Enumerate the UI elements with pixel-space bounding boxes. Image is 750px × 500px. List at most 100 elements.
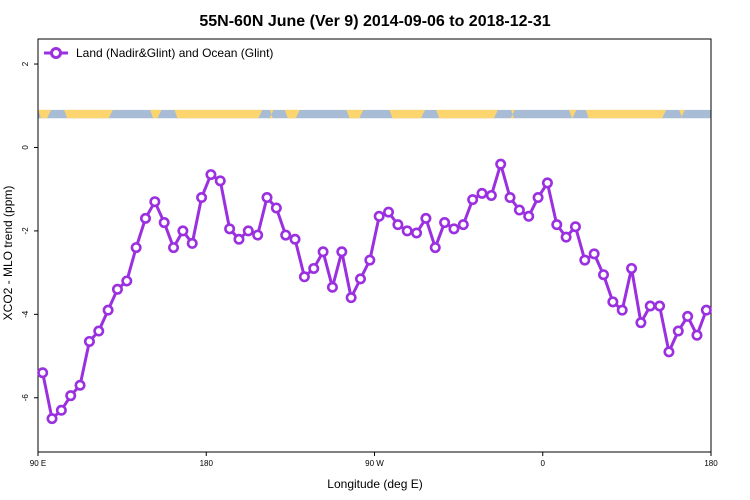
data-point [476, 187, 488, 199]
chart-title: 55N-60N June (Ver 9) 2014-09-06 to 2018-… [199, 13, 550, 30]
data-point [93, 325, 105, 337]
strip-land-6 [346, 109, 364, 119]
strip-land-12 [679, 109, 685, 119]
data-point [700, 304, 712, 316]
data-point [233, 233, 245, 245]
data-point [149, 196, 161, 208]
data-point [354, 273, 366, 285]
strip-land-4 [269, 109, 274, 119]
data-point [364, 254, 376, 266]
data-point [383, 206, 395, 218]
strip-land-5 [284, 109, 300, 119]
data-point [289, 233, 301, 245]
x-axis-label: Longitude (deg E) [327, 477, 422, 491]
data-point [495, 158, 507, 170]
y-tick-label-3: 0 [21, 145, 30, 150]
data-point [485, 189, 497, 201]
x-tick-label-2: 90 W [365, 459, 384, 468]
strip-land-1 [64, 109, 113, 119]
data-point [280, 229, 292, 241]
y-tick-label-0: -6 [21, 394, 30, 402]
data-point [168, 242, 180, 254]
data-point [513, 204, 525, 216]
x-tick-label-3: 0 [541, 459, 546, 468]
data-point [196, 192, 208, 204]
data-point [186, 237, 198, 249]
data-point [598, 269, 610, 281]
data-point [504, 192, 516, 204]
x-tick-label-4: 180 [704, 459, 718, 468]
x-axis-ticks: 90 E 180 90 W 0 180 [30, 452, 718, 468]
data-point [336, 246, 348, 258]
data-point [429, 242, 441, 254]
data-point [663, 346, 675, 358]
data-point [345, 292, 357, 304]
x-tick-label-1: 180 [200, 459, 214, 468]
data-point [691, 329, 703, 341]
strip-ocean [38, 109, 711, 119]
data-point [308, 262, 320, 274]
data-point [298, 271, 310, 283]
strip-land-3 [174, 109, 263, 119]
data-point [74, 379, 86, 391]
data-point [654, 300, 666, 312]
y-tick-label-4: 2 [21, 61, 30, 66]
strip-land-10 [568, 109, 577, 119]
strip-land-8 [436, 109, 498, 119]
data-point [158, 217, 170, 229]
data-point [439, 217, 451, 229]
legend: Land (Nadir&Glint) and Ocean (Glint) [44, 46, 273, 60]
data-point [588, 248, 600, 260]
data-point [111, 283, 123, 295]
data-point [261, 192, 273, 204]
data-point [467, 194, 479, 206]
legend-marker [50, 47, 62, 59]
data-point [532, 192, 544, 204]
x-tick-label-0: 90 E [30, 459, 46, 468]
data-point [682, 310, 694, 322]
data-point [83, 335, 95, 347]
data-point [541, 177, 553, 189]
data-point [252, 229, 264, 241]
y-tick-label-1: -4 [21, 310, 30, 318]
data-point [457, 219, 469, 231]
data-point [326, 281, 338, 293]
data-point [46, 413, 58, 425]
data-point [242, 225, 254, 237]
data-point [672, 325, 684, 337]
data-point [177, 225, 189, 237]
data-point [626, 262, 638, 274]
strip-land-11 [585, 109, 667, 119]
series-line-0 [41, 162, 708, 421]
strip-land-7 [389, 109, 425, 119]
data-point [130, 242, 142, 254]
data-point [392, 219, 404, 231]
data-point [607, 296, 619, 308]
strip-land-9 [510, 109, 515, 119]
data-point [401, 225, 413, 237]
strip-land-2 [150, 109, 162, 119]
data-point [420, 212, 432, 224]
data-point [644, 300, 656, 312]
series-layer [37, 158, 712, 425]
data-point [569, 221, 581, 233]
data-point [635, 317, 647, 329]
data-point [65, 390, 77, 402]
y-axis-ticks: -6 -4 -2 0 2 [21, 61, 38, 401]
data-point [37, 367, 49, 379]
data-point [579, 254, 591, 266]
data-point [616, 304, 628, 316]
data-point [317, 246, 329, 258]
legend-entry-label: Land (Nadir&Glint) and Ocean (Glint) [76, 46, 273, 60]
data-point [411, 227, 423, 239]
data-point [121, 275, 133, 287]
data-point [373, 210, 385, 222]
y-axis-label: XCO2 - MLO trend (ppm) [1, 186, 15, 321]
data-point [560, 231, 572, 243]
data-point [448, 223, 460, 235]
data-point [214, 175, 226, 187]
data-point [205, 169, 217, 181]
data-point [139, 212, 151, 224]
data-point [224, 223, 236, 235]
